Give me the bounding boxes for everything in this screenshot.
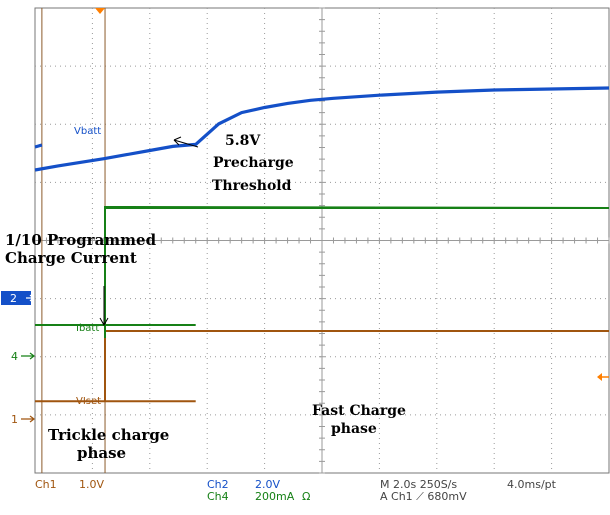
- channel-marker-ch2-label: 2: [10, 292, 17, 305]
- readout-points: 4.0ms/pt: [507, 478, 557, 491]
- annotation-fast-line2: phase: [331, 421, 377, 437]
- channel-marker-ch1: 1: [11, 413, 35, 426]
- current-arrow: [99, 286, 109, 327]
- trigger-level-marker: [597, 373, 609, 381]
- readout-ch4: Ch4: [207, 490, 229, 503]
- readout-bar: Ch1 1.0V Ch2 2.0V Ch4 200mA Ω M 2.0s 250…: [35, 478, 557, 503]
- graticule: [34, 7, 610, 474]
- annotation-current-line2: Charge Current: [5, 249, 137, 267]
- readout-ch2: Ch2: [207, 478, 229, 491]
- readout-ohm: Ω: [302, 490, 310, 503]
- readout-ch1: Ch1: [35, 478, 57, 491]
- waveform-traces: [34, 86, 610, 403]
- readout-ch2-scale: 2.0V: [255, 478, 280, 491]
- readout-trigger: A Ch1 ⟋ 680mV: [380, 490, 467, 503]
- trace-viset: [35, 330, 609, 403]
- annotation-trickle-line1: Trickle charge: [48, 426, 169, 444]
- trace-vbatt: [34, 86, 610, 172]
- annotation-trickle-line2: phase: [77, 444, 126, 462]
- annotation-threshold-line1: Precharge: [213, 155, 294, 171]
- readout-ch1-scale: 1.0V: [79, 478, 104, 491]
- readout-ch4-scale: 200mA: [255, 490, 295, 503]
- series-label-vbatt: Vbatt: [74, 126, 101, 137]
- series-label-viset: VIset: [76, 396, 101, 407]
- trace-ch4-upper: [104, 205, 610, 338]
- annotation-threshold-value: 5.8V: [225, 133, 261, 149]
- trigger-position-marker: [95, 8, 105, 14]
- channel-marker-ch1-label: 1: [11, 413, 18, 426]
- threshold-arrow: [173, 136, 199, 148]
- channel-marker-ch4: 4: [11, 350, 35, 363]
- series-label-ibatt: Ibatt: [76, 323, 99, 334]
- channel-marker-ch4-label: 4: [11, 350, 18, 363]
- annotation-current-line1: 1/10 Programmed: [5, 231, 157, 249]
- annotation-threshold-line2: Threshold: [212, 178, 292, 194]
- channel-marker-ch2: 2: [1, 291, 34, 305]
- annotation-fast-line1: Fast Charge: [312, 403, 406, 419]
- trace-vbatt-lead: [34, 143, 43, 149]
- readout-timebase: M 2.0s 250S/s: [380, 478, 457, 491]
